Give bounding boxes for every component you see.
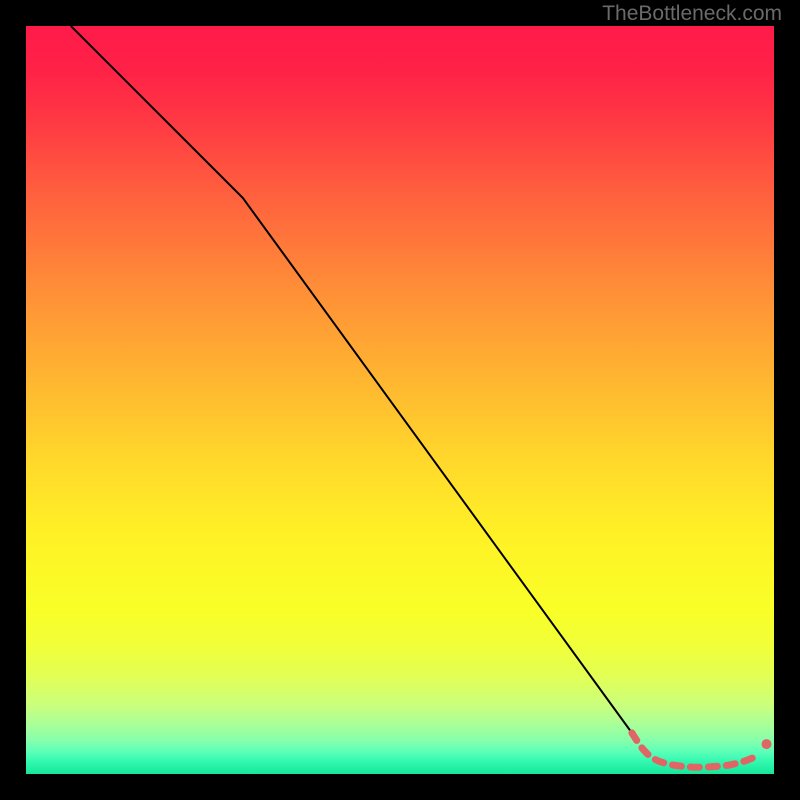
chart-background bbox=[26, 26, 774, 774]
plot-area bbox=[26, 26, 774, 774]
end-point-marker bbox=[762, 739, 772, 749]
watermark-text: TheBottleneck.com bbox=[602, 2, 782, 26]
chart-svg bbox=[26, 26, 774, 774]
